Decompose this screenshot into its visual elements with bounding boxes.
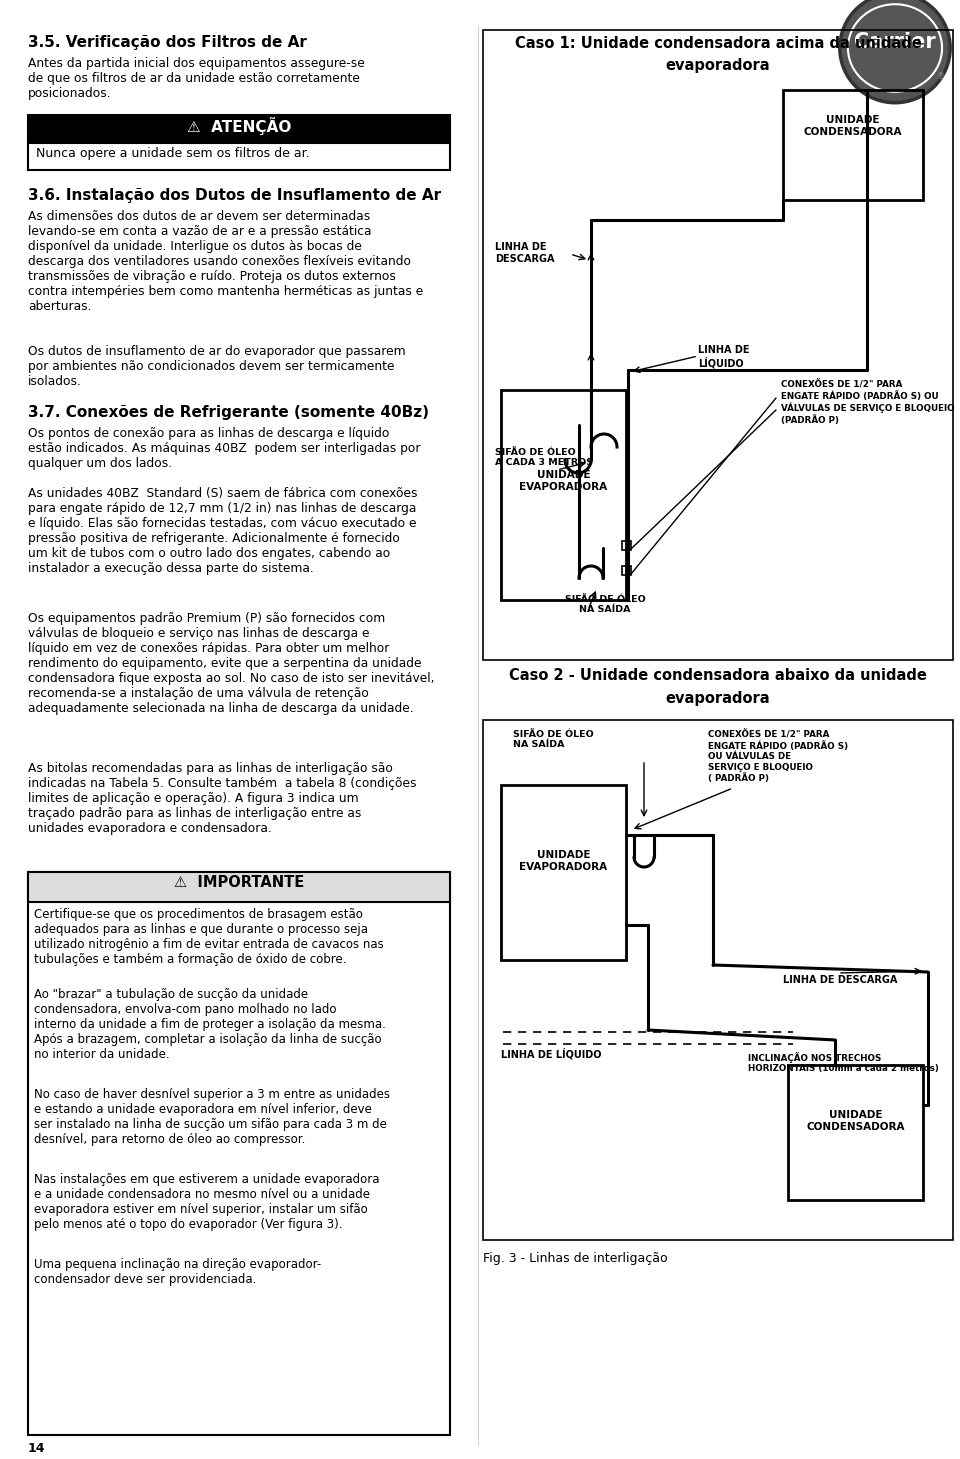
Text: ⚠  ATENÇÃO: ⚠ ATENÇÃO — [187, 117, 291, 136]
Bar — [501, 390, 626, 600]
Text: UNIDADE
CONDENSADORA: UNIDADE CONDENSADORA — [804, 115, 902, 137]
Text: LINHA DE
LÍQUIDO: LINHA DE LÍQUIDO — [698, 344, 750, 369]
Text: SIFÃO DE ÓLEO
NA SAÍDA: SIFÃO DE ÓLEO NA SAÍDA — [564, 595, 645, 614]
Bar — [28, 143, 450, 171]
Bar — [483, 719, 953, 1240]
Bar — [622, 566, 631, 575]
Text: 3.5. Verificação dos Filtros de Ar: 3.5. Verificação dos Filtros de Ar — [28, 35, 307, 50]
Bar — [28, 872, 450, 1436]
Text: Carrier: Carrier — [854, 32, 936, 53]
Text: evaporadora: evaporadora — [665, 58, 770, 73]
Text: Ao "brazar" a tubulação de sucção da unidade
condensadora, envolva-com pano molh: Ao "brazar" a tubulação de sucção da uni… — [34, 988, 386, 1061]
Bar — [788, 1065, 923, 1199]
Bar — [622, 540, 631, 550]
Bar — [501, 785, 626, 960]
Ellipse shape — [840, 0, 950, 102]
Text: Uma pequena inclinação na direção evaporador-
condensador deve ser providenciada: Uma pequena inclinação na direção evapor… — [34, 1258, 322, 1285]
Text: UNIDADE
CONDENSADORA: UNIDADE CONDENSADORA — [806, 1110, 904, 1132]
Text: SIFÃO DE ÓLEO
NA SAÍDA: SIFÃO DE ÓLEO NA SAÍDA — [513, 730, 593, 750]
Text: As bitolas recomendadas para as linhas de interligação são
indicadas na Tabela 5: As bitolas recomendadas para as linhas d… — [28, 762, 417, 835]
Text: As unidades 40BZ  Standard (S) saem de fábrica com conexões
para engate rápido d: As unidades 40BZ Standard (S) saem de fá… — [28, 487, 418, 575]
Bar — [783, 90, 923, 200]
Text: Fig. 3 - Linhas de interligação: Fig. 3 - Linhas de interligação — [483, 1252, 667, 1265]
Text: UNIDADE
EVAPORADORA: UNIDADE EVAPORADORA — [519, 470, 608, 492]
Text: ®: ® — [937, 71, 946, 82]
Text: Os dutos de insuflamento de ar do evaporador que passarem
por ambientes não cond: Os dutos de insuflamento de ar do evapor… — [28, 344, 406, 388]
Text: Caso 1: Unidade condensadora acima da unidade: Caso 1: Unidade condensadora acima da un… — [515, 36, 922, 51]
Bar — [28, 115, 450, 143]
Text: Nunca opere a unidade sem os filtros de ar.: Nunca opere a unidade sem os filtros de … — [36, 147, 310, 160]
Text: ⚠  IMPORTANTE: ⚠ IMPORTANTE — [174, 875, 304, 890]
Text: 3.6. Instalação dos Dutos de Insuflamento de Ar: 3.6. Instalação dos Dutos de Insuflament… — [28, 188, 442, 203]
Text: SIFÃO DE ÓLEO
A CADA 3 METROS: SIFÃO DE ÓLEO A CADA 3 METROS — [495, 448, 593, 467]
Text: 14: 14 — [28, 1441, 45, 1455]
Text: 3.7. Conexões de Refrigerante (somente 40Bz): 3.7. Conexões de Refrigerante (somente 4… — [28, 406, 429, 420]
Text: Antes da partida inicial dos equipamentos assegure-se
de que os filtros de ar da: Antes da partida inicial dos equipamento… — [28, 57, 365, 101]
Text: LINHA DE DESCARGA: LINHA DE DESCARGA — [783, 975, 898, 985]
Text: Os pontos de conexão para as linhas de descarga e líquido
estão indicados. As má: Os pontos de conexão para as linhas de d… — [28, 427, 420, 470]
Text: Nas instalações em que estiverem a unidade evaporadora
e a unidade condensadora : Nas instalações em que estiverem a unida… — [34, 1173, 379, 1231]
Text: UNIDADE
EVAPORADORA: UNIDADE EVAPORADORA — [519, 851, 608, 871]
Text: Certifique-se que os procedimentos de brasagem estão
adequados para as linhas e : Certifique-se que os procedimentos de br… — [34, 907, 384, 966]
Text: Os equipamentos padrão Premium (P) são fornecidos com
válvulas de bloqueio e ser: Os equipamentos padrão Premium (P) são f… — [28, 611, 435, 715]
Text: LINHA DE LÍQUIDO: LINHA DE LÍQUIDO — [501, 1048, 602, 1059]
Bar — [483, 31, 953, 659]
Text: As dimensões dos dutos de ar devem ser determinadas
levando-se em conta a vazão : As dimensões dos dutos de ar devem ser d… — [28, 210, 423, 314]
Text: evaporadora: evaporadora — [665, 692, 770, 706]
Text: No caso de haver desnível superior a 3 m entre as unidades
e estando a unidade e: No caso de haver desnível superior a 3 m… — [34, 1088, 390, 1145]
Ellipse shape — [848, 4, 942, 92]
Text: Caso 2 - Unidade condensadora abaixo da unidade: Caso 2 - Unidade condensadora abaixo da … — [509, 668, 927, 683]
Text: LINHA DE
DESCARGA: LINHA DE DESCARGA — [495, 242, 555, 264]
Text: CONEXÕES DE 1/2" PARA
ENGATE RÁPIDO (PADRÃO S) OU
VÁLVULAS DE SERVIÇO E BLOQUEIO: CONEXÕES DE 1/2" PARA ENGATE RÁPIDO (PAD… — [781, 379, 954, 425]
Bar — [28, 872, 450, 902]
Text: INCLINAÇÃO NOS TRECHOS
HORIZONTAIS (10mm a cada 2 metros): INCLINAÇÃO NOS TRECHOS HORIZONTAIS (10mm… — [748, 1052, 939, 1074]
Text: CONEXÕES DE 1/2" PARA
ENGATE RÁPIDO (PADRÃO S)
OU VÁLVULAS DE
SERVIÇO E BLOQUEIO: CONEXÕES DE 1/2" PARA ENGATE RÁPIDO (PAD… — [708, 730, 848, 783]
